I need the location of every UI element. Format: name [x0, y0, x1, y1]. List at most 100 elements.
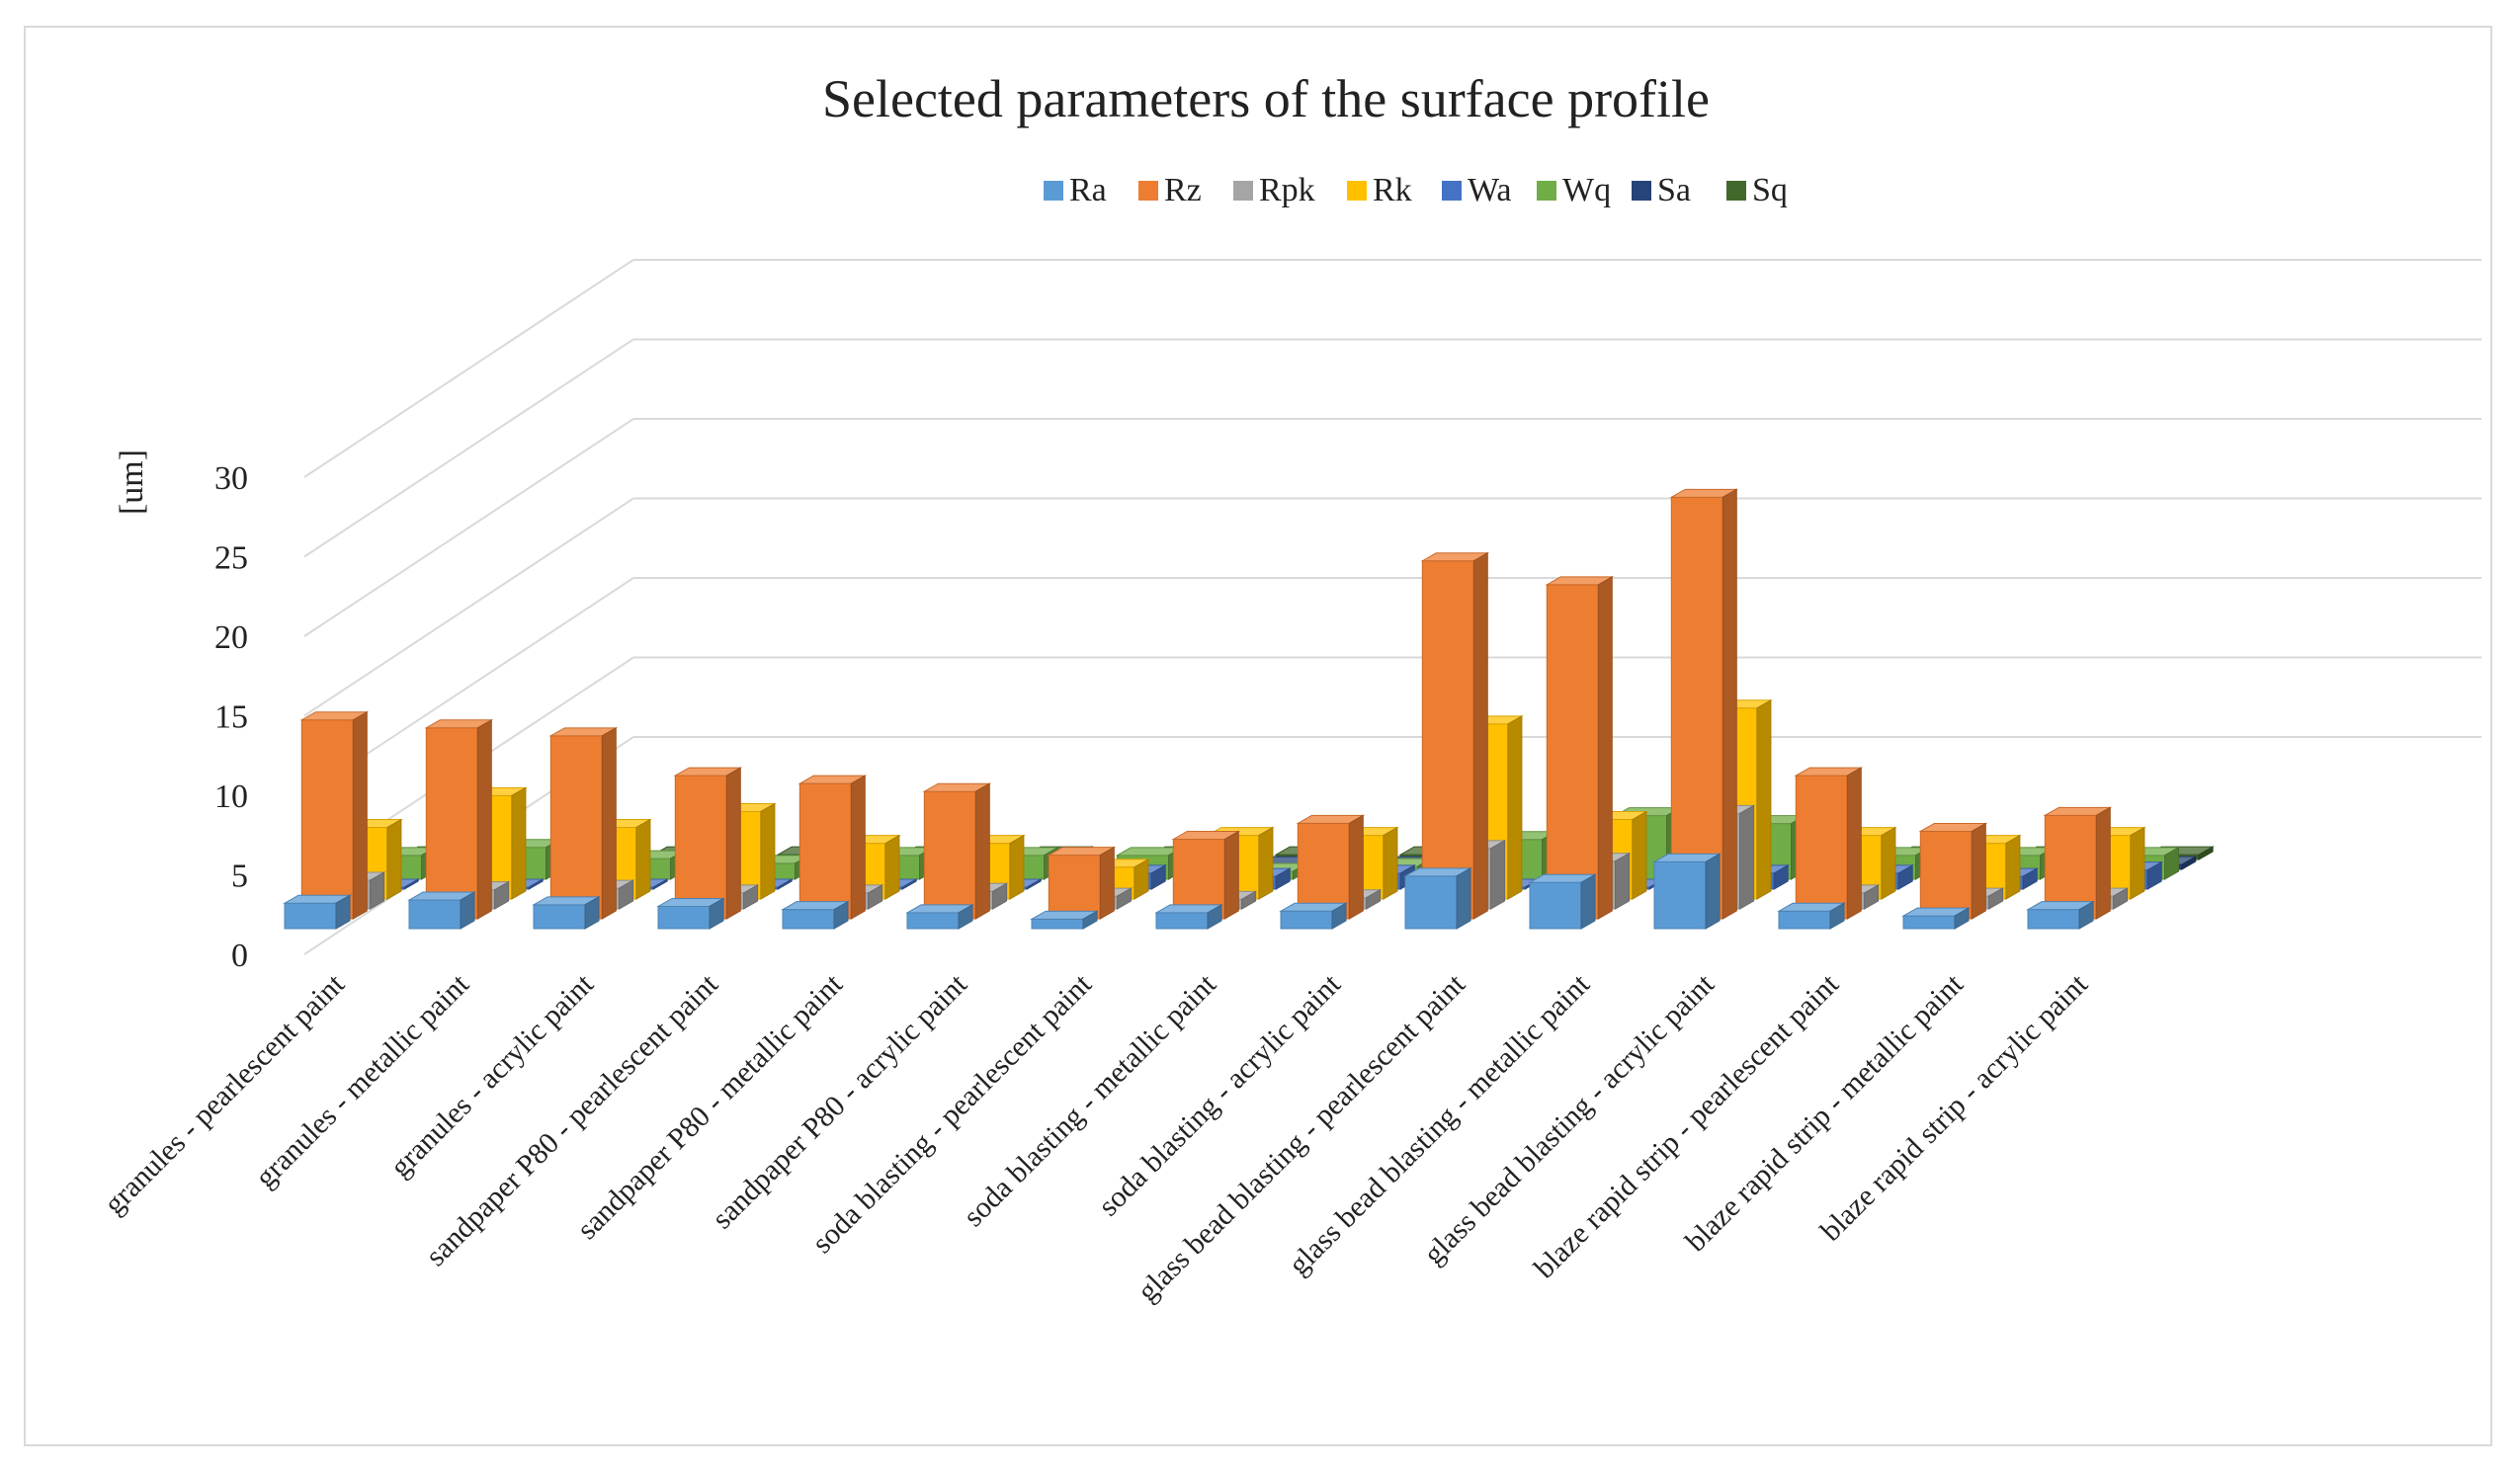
- bar-rz-front: [1546, 584, 1599, 920]
- bar-ra-side: [335, 894, 351, 930]
- bar-wa-side: [403, 878, 419, 890]
- bar-ra-side: [1580, 873, 1596, 930]
- bar-ra-front: [657, 905, 711, 930]
- bar-wa-side: [1150, 864, 1166, 890]
- bar-wq-side: [2164, 846, 2179, 880]
- bar-rpk-side: [494, 880, 510, 910]
- legend-label-sa: Sa: [1657, 172, 1691, 208]
- legend-label-rpk: Rpk: [1259, 172, 1315, 208]
- bar-rz-side: [1223, 830, 1239, 920]
- bar-wa-side: [1275, 867, 1291, 890]
- y-tick-label: 10: [214, 778, 248, 815]
- bar-ra-front: [1031, 918, 1084, 930]
- bar-ra-side: [1082, 910, 1098, 930]
- bar-rk-side: [511, 786, 527, 900]
- bar-rk-side: [1009, 834, 1025, 900]
- bar-rz-front: [1795, 775, 1848, 920]
- bar-ra-front: [1280, 910, 1333, 930]
- bar-rpk-side: [1739, 804, 1755, 910]
- legend-swatch-wq: [1537, 181, 1556, 201]
- bar-rpk-side: [1988, 887, 2004, 910]
- bar-rz-front: [674, 775, 727, 920]
- x-tick-label: soda blasting - metallic paint: [958, 967, 1223, 1233]
- chart-svg: Selected parameters of the surface profi…: [98, 69, 2481, 1308]
- legend-label-rz: Rz: [1164, 172, 1202, 208]
- bar-rz-front: [798, 782, 852, 920]
- bar-ra-front: [1902, 915, 1956, 930]
- y-tick-label: 0: [231, 938, 248, 974]
- y-tick-label: 15: [214, 699, 248, 736]
- legend-swatch-wa: [1442, 181, 1462, 201]
- bar-ra-front: [1155, 912, 1209, 930]
- legend: Ra Rz Rpk Rk Wa Wq Sa Sq: [1044, 172, 1788, 208]
- bar-rz-front: [425, 727, 478, 920]
- bar-rk-side: [1507, 715, 1523, 900]
- bar-rz-side: [850, 775, 866, 920]
- bar-rk-side: [1383, 826, 1398, 900]
- y-tick-label: 5: [231, 859, 248, 895]
- bar-ra-front: [533, 904, 586, 930]
- bar-ra-side: [1705, 853, 1721, 930]
- legend-swatch-ra: [1044, 181, 1063, 201]
- legend-swatch-rk: [1347, 181, 1367, 201]
- bar-rz-side: [974, 782, 990, 920]
- grid-layer: [303, 259, 2481, 955]
- bar-ra-front: [1778, 910, 1831, 930]
- legend-swatch-rz: [1138, 181, 1158, 201]
- bar-rz-side: [1971, 822, 1986, 920]
- bar-wa-side: [901, 878, 917, 890]
- bar-rpk-side: [1864, 884, 1880, 910]
- bar-rpk-side: [743, 884, 759, 910]
- bar-rk-side: [1632, 810, 1647, 900]
- bar-rz-front: [1919, 830, 1973, 920]
- bar-rz-side: [1099, 846, 1115, 920]
- bar-rpk-side: [619, 879, 634, 910]
- legend-swatch-rpk: [1233, 181, 1253, 201]
- bar-rz-side: [1846, 767, 1862, 920]
- bar-rpk-side: [2113, 887, 2129, 910]
- bar-ra-front: [1404, 875, 1458, 930]
- bar-ra-side: [460, 891, 475, 930]
- bar-rz-side: [2095, 806, 2111, 920]
- gridline-side: [303, 497, 634, 717]
- bar-sq-side: [2198, 846, 2214, 860]
- bar-ra-front: [1529, 881, 1582, 930]
- bar-wa-side: [528, 878, 544, 890]
- bar-rz-front: [549, 735, 603, 920]
- bar-wa-side: [2146, 860, 2162, 890]
- bar-rk-side: [2005, 834, 2021, 900]
- bar-ra-side: [1829, 902, 1845, 930]
- bar-rz-side: [1597, 576, 1613, 920]
- bar-wa-side: [777, 878, 793, 890]
- bar-wa-side: [2022, 867, 2038, 890]
- bar-rpk-side: [1615, 852, 1631, 910]
- bar-rz-side: [476, 718, 492, 920]
- bar-ra-side: [1456, 867, 1471, 930]
- bar-ra-front: [2027, 909, 2080, 930]
- bar-rpk-side: [370, 871, 385, 910]
- bars-layer: [283, 488, 2215, 930]
- legend-swatch-sa: [1632, 181, 1651, 201]
- bar-wa-side: [1026, 878, 1042, 890]
- legend-label-ra: Ra: [1069, 172, 1107, 208]
- x-tick-label: soda blasting - acrylic paint: [1092, 967, 1347, 1222]
- x-tick-label: granules - acrylic paint: [384, 967, 601, 1184]
- x-tick-label: granules - metallic paint: [249, 967, 475, 1193]
- x-tick-label: sandpaper P80 - acrylic paint: [706, 967, 973, 1235]
- bar-sa-side: [2181, 856, 2197, 870]
- bar-rk-side: [1134, 858, 1149, 900]
- chart-title: Selected parameters of the surface profi…: [822, 69, 1710, 128]
- bar-ra-side: [584, 895, 600, 930]
- bar-rz-front: [1048, 855, 1101, 920]
- bar-rz-side: [352, 710, 368, 920]
- gridline-side: [303, 259, 634, 478]
- bar-ra-front: [408, 899, 462, 930]
- bar-rpk-side: [992, 882, 1008, 910]
- bar-rz-side: [1348, 814, 1364, 920]
- text-layer: Selected parameters of the surface profi…: [98, 69, 2094, 1308]
- bar-rz-front: [1670, 496, 1723, 920]
- bar-wa-side: [1773, 864, 1789, 890]
- y-tick-label: 20: [214, 619, 248, 656]
- bar-rk-side: [1881, 826, 1896, 900]
- bar-rpk-side: [1366, 888, 1382, 910]
